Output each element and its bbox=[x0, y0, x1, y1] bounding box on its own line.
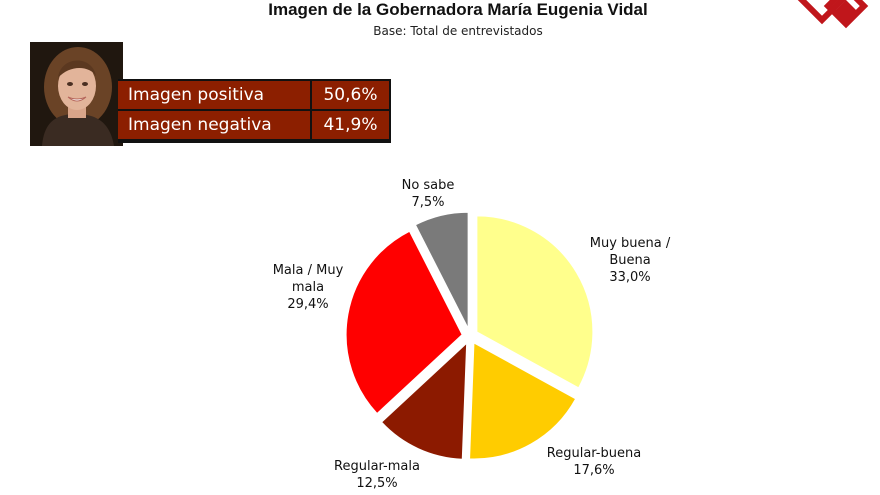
pie-slice-1 bbox=[469, 342, 577, 460]
negative-image-value: 41,9% bbox=[312, 111, 389, 139]
slice-label-0: Muy buena / Buena 33,0% bbox=[590, 236, 671, 285]
negative-image-label: Imagen negativa bbox=[118, 111, 310, 139]
positive-image-label: Imagen positiva bbox=[118, 81, 310, 109]
pie-slice-2 bbox=[380, 342, 468, 460]
chart-subtitle: Base: Total de entrevistados bbox=[373, 24, 543, 38]
slice-label-2: Regular-mala 12,5% bbox=[334, 459, 420, 491]
slice-label-4: No sabe 7,5% bbox=[402, 178, 455, 210]
negative-image-row: Imagen negativa 41,9% bbox=[118, 111, 389, 139]
chart-title: Imagen de la Gobernadora María Eugenia V… bbox=[268, 0, 648, 19]
slice-label-1: Regular-buena 17,6% bbox=[547, 446, 641, 478]
pie-slice-3 bbox=[345, 230, 463, 415]
positive-image-value: 50,6% bbox=[312, 81, 389, 109]
pie-slice-4 bbox=[414, 211, 469, 329]
positive-image-row: Imagen positiva 50,6% bbox=[118, 81, 389, 109]
governor-photo bbox=[30, 42, 123, 146]
slice-label-3: Mala / Muy mala 29,4% bbox=[273, 263, 344, 312]
image-summary-table: Imagen positiva 50,6% Imagen negativa 41… bbox=[118, 79, 391, 143]
logo-icon bbox=[797, 0, 869, 29]
pie-slice-0 bbox=[476, 215, 594, 389]
